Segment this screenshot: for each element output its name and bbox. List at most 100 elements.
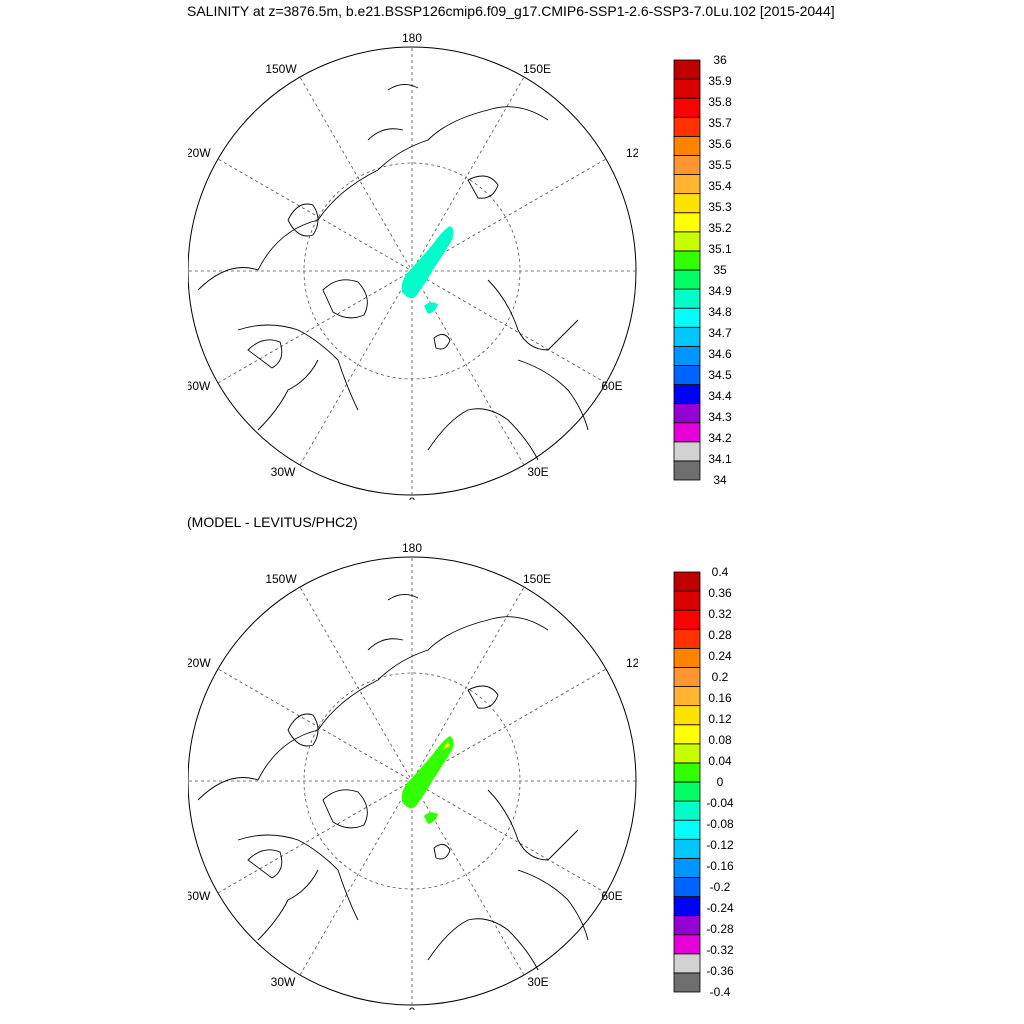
longitude-label: 30W xyxy=(271,465,296,479)
colorbar-label: 34.8 xyxy=(708,305,732,319)
salinity-colorbar: 36 35.9 35.8 35.7 35.6 35.5 35.4 35.3 35.2 35.1 35… xyxy=(673,55,732,485)
coastline xyxy=(433,844,451,860)
longitude-label: 30E xyxy=(527,975,548,989)
longitude-label: 30E xyxy=(527,465,548,479)
difference-title: (MODEL - LEVITUS/PHC2) xyxy=(187,514,358,530)
colorbar-box xyxy=(673,116,701,137)
colorbar-box xyxy=(673,915,701,936)
colorbar-label: 35.3 xyxy=(708,200,732,214)
longitude-label: 120E xyxy=(626,656,638,670)
coastline xyxy=(517,869,589,941)
chart-title: SALINITY at z=3876.5m, b.e21.BSSP126cmip… xyxy=(187,3,835,19)
colorbar-label: -0.12 xyxy=(706,838,734,852)
coastline xyxy=(387,594,419,601)
coastline xyxy=(237,324,359,411)
colorbar-label: 35 xyxy=(713,263,727,277)
colorbar-box xyxy=(673,762,701,783)
difference-colorbar: 0.4 0.36 0.32 0.28 0.24 0.2 0.16 0.12 0.08 0.04 0 -… xyxy=(673,567,734,997)
colorbar-label: 35.6 xyxy=(708,137,732,151)
colorbar-label: -0.08 xyxy=(706,817,734,831)
colorbar-box xyxy=(673,800,701,821)
colorbar-label: 35.8 xyxy=(708,95,732,109)
colorbar-label: 34.9 xyxy=(708,284,732,298)
colorbar-box xyxy=(673,384,701,405)
colorbar-label: 36 xyxy=(713,55,727,67)
colorbar-label: -0.24 xyxy=(706,901,734,915)
salinity-field-patch-small xyxy=(424,812,438,824)
colorbar-box xyxy=(673,365,701,385)
colorbar-box xyxy=(673,628,701,649)
colorbar-box xyxy=(673,97,701,118)
colorbar-box xyxy=(673,345,701,366)
longitude-label: 60E xyxy=(601,379,622,393)
salinity-field-patch xyxy=(401,736,454,809)
colorbar-box xyxy=(673,193,701,214)
colorbar-label: 0.04 xyxy=(708,754,732,768)
longitude-label: 150W xyxy=(265,62,297,76)
longitude-label: 120W xyxy=(188,146,211,160)
coastline xyxy=(427,918,539,971)
colorbar-box xyxy=(673,403,701,424)
coastline xyxy=(487,279,579,351)
longitude-label: 0 xyxy=(409,1005,416,1010)
coastline xyxy=(467,175,499,199)
colorbar-box xyxy=(673,781,701,802)
colorbar-box xyxy=(673,953,701,974)
colorbar-box xyxy=(673,155,701,175)
longitude-label: 0 xyxy=(409,495,416,500)
colorbar-box xyxy=(673,250,701,271)
colorbar-label: 0.2 xyxy=(712,670,729,684)
salinity-field-patch xyxy=(401,226,454,299)
colorbar-label: 0 xyxy=(717,775,724,789)
colorbar-label: 35.7 xyxy=(708,116,732,130)
colorbar-box xyxy=(673,667,701,687)
longitude-label: 150E xyxy=(523,572,551,586)
colorbar-label: -0.16 xyxy=(706,859,734,873)
colorbar-box xyxy=(673,231,701,252)
longitude-label: 60W xyxy=(188,889,211,903)
salinity-polar-map: 180150E120E90E60E30E030W60W90W120W150W xyxy=(188,31,638,500)
colorbar-box xyxy=(673,269,701,290)
colorbar-box xyxy=(673,326,701,347)
colorbar-box xyxy=(673,838,701,859)
colorbar-label: 34 xyxy=(713,473,727,485)
colorbar-label: -0.32 xyxy=(706,943,734,957)
colorbar-box xyxy=(673,571,701,592)
colorbar-label: -0.04 xyxy=(706,796,734,810)
colorbar-label: 35.4 xyxy=(708,179,732,193)
colorbar-label: 0.12 xyxy=(708,712,732,726)
colorbar-box xyxy=(673,590,701,611)
coastline xyxy=(487,789,579,861)
longitude-label: 180 xyxy=(402,541,422,555)
colorbar-label: 34.7 xyxy=(708,326,732,340)
coastline xyxy=(247,849,283,879)
coastline xyxy=(387,84,419,91)
coastline xyxy=(257,869,319,941)
colorbar-box xyxy=(673,972,701,993)
colorbar-box xyxy=(673,288,701,309)
colorbar-box xyxy=(673,686,701,707)
colorbar-label: 35.5 xyxy=(708,158,732,172)
colorbar-label: -0.36 xyxy=(706,964,734,978)
colorbar-box xyxy=(673,174,701,195)
coastline xyxy=(467,685,499,709)
coastline xyxy=(257,359,319,431)
colorbar-box xyxy=(673,819,701,840)
colorbar-label: 34.5 xyxy=(708,368,732,382)
coastline xyxy=(367,128,404,141)
colorbar-box xyxy=(673,647,701,668)
colorbar-label: -0.4 xyxy=(710,985,731,997)
colorbar-box xyxy=(673,934,701,955)
colorbar-label: 34.3 xyxy=(708,410,732,424)
coastline xyxy=(197,616,549,801)
colorbar-box xyxy=(673,724,701,745)
coastline xyxy=(433,334,451,350)
longitude-label: 150E xyxy=(523,62,551,76)
colorbar-box xyxy=(673,743,701,764)
longitude-label: 60W xyxy=(188,379,211,393)
colorbar-label: 0.08 xyxy=(708,733,732,747)
salinity-field-speck xyxy=(442,742,450,750)
colorbar-label: -0.28 xyxy=(706,922,734,936)
colorbar-box xyxy=(673,212,701,233)
colorbar-box xyxy=(673,460,701,481)
